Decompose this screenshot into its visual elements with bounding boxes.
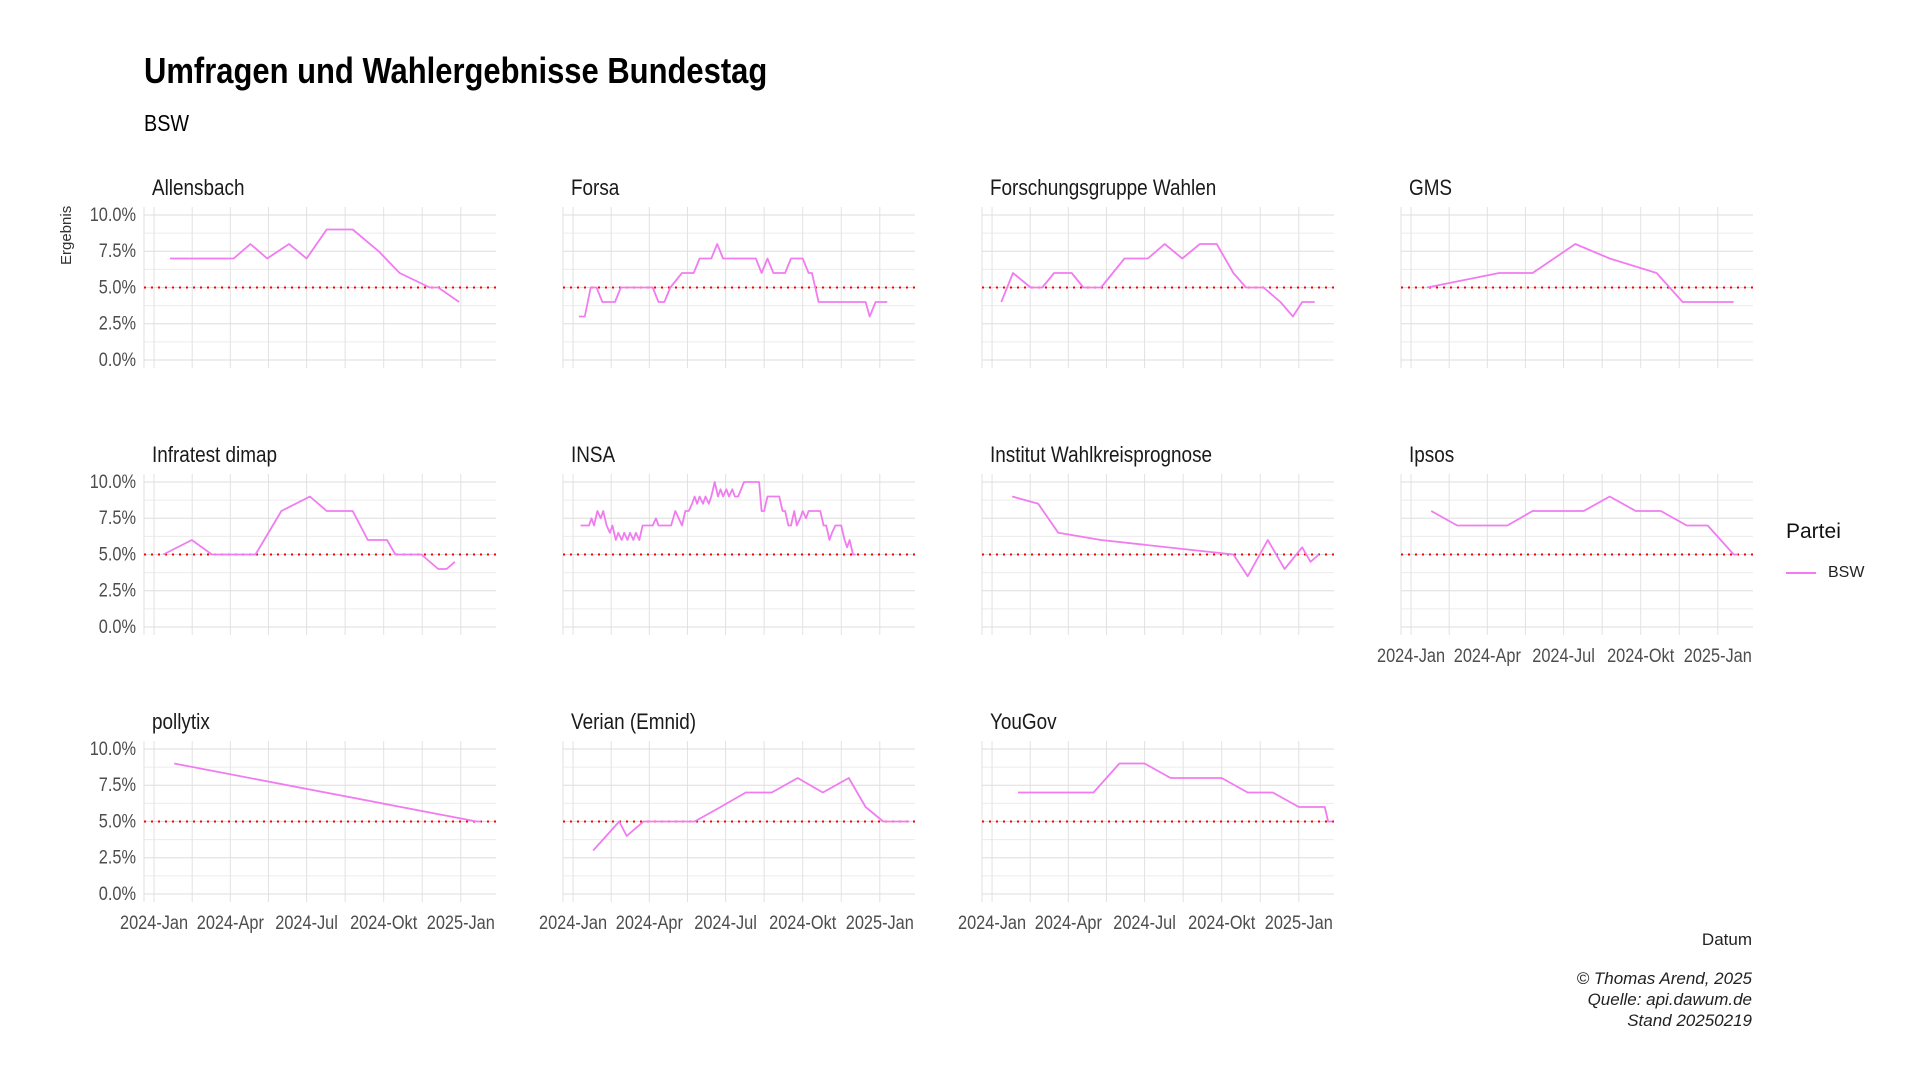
facet-title: pollytix	[152, 710, 210, 735]
caption-author: © Thomas Arend, 2025	[1576, 969, 1752, 988]
facet-title: Ipsos	[1409, 443, 1454, 468]
series-line-bsw	[592, 777, 910, 852]
y-tick-label: 2.5%	[99, 313, 136, 334]
x-tick-label: 2024-Jan	[958, 912, 1026, 933]
x-tick-label: 2024-Apr	[197, 912, 264, 933]
y-tick-label: 0.0%	[99, 616, 136, 637]
series-line-bsw	[1000, 243, 1315, 318]
x-tick-label: 2024-Jan	[1377, 645, 1445, 666]
chart-title: Umfragen und Wahlergebnisse Bundestag	[144, 50, 768, 91]
facet-title: YouGov	[990, 710, 1057, 735]
x-tick-label: 2025-Jan	[1265, 912, 1333, 933]
y-tick-label: 0.0%	[99, 349, 136, 370]
series-line-bsw	[170, 228, 460, 303]
series-line-bsw	[162, 495, 456, 570]
x-tick-label: 2024-Okt	[1188, 912, 1255, 933]
x-tick-label: 2024-Apr	[1035, 912, 1102, 933]
legend-item: BSW	[1786, 564, 1864, 582]
y-tick-label: 10.0%	[90, 738, 137, 759]
x-tick-label: 2024-Jul	[1532, 645, 1595, 666]
y-tick-label: 7.5%	[99, 774, 136, 795]
facet-title: Allensbach	[152, 176, 244, 201]
y-tick-label: 10.0%	[90, 204, 137, 225]
caption-source: Quelle: api.dawum.de	[1587, 990, 1752, 1009]
x-tick-label: 2024-Jul	[694, 912, 757, 933]
x-tick-label: 2024-Jan	[120, 912, 188, 933]
facet-title: Institut Wahlkreisprognose	[990, 443, 1212, 468]
legend-title: Partei	[1786, 520, 1841, 543]
x-axis-label: Datum	[1701, 930, 1752, 949]
x-tick-label: 2024-Jan	[539, 912, 607, 933]
facet-title: Forsa	[571, 176, 620, 201]
caption: © Thomas Arend, 2025 Quelle: api.dawum.d…	[1577, 968, 1752, 1031]
legend: Partei BSW	[1786, 520, 1864, 582]
series-line-bsw	[578, 243, 888, 318]
facet-title: GMS	[1409, 176, 1452, 201]
y-tick-label: 2.5%	[99, 580, 136, 601]
x-tick-label: 2024-Apr	[1454, 645, 1521, 666]
series-line-bsw	[580, 481, 856, 556]
y-tick-label: 10.0%	[90, 471, 137, 492]
y-tick-label: 5.0%	[99, 543, 136, 564]
legend-label: BSW	[1828, 564, 1865, 581]
y-tick-label: 5.0%	[99, 810, 136, 831]
facet-title: Infratest dimap	[152, 443, 277, 468]
chart-subtitle: BSW	[144, 110, 190, 136]
y-tick-label: 7.5%	[99, 240, 136, 261]
series-line-bsw	[1018, 762, 1333, 823]
x-tick-label: 2024-Jul	[275, 912, 338, 933]
series-line-bsw	[174, 762, 481, 823]
facet-title: INSA	[571, 443, 615, 468]
series-line-bsw	[1426, 243, 1734, 303]
facet-title: Verian (Emnid)	[571, 710, 696, 735]
x-tick-label: 2025-Jan	[1684, 645, 1752, 666]
x-tick-label: 2025-Jan	[427, 912, 495, 933]
caption-date: Stand 20250219	[1627, 1011, 1752, 1030]
x-tick-label: 2025-Jan	[846, 912, 914, 933]
facet-title: Forschungsgruppe Wahlen	[990, 176, 1216, 201]
x-tick-label: 2024-Jul	[1113, 912, 1176, 933]
legend-key	[1786, 572, 1816, 574]
x-tick-label: 2024-Apr	[616, 912, 683, 933]
y-tick-label: 2.5%	[99, 847, 136, 868]
series-line-bsw	[1011, 495, 1320, 578]
x-tick-label: 2024-Okt	[769, 912, 836, 933]
y-tick-label: 7.5%	[99, 507, 136, 528]
y-tick-label: 0.0%	[99, 883, 136, 904]
x-tick-label: 2024-Okt	[1607, 645, 1674, 666]
series-line-bsw	[1430, 495, 1738, 556]
x-tick-label: 2024-Okt	[350, 912, 417, 933]
y-tick-label: 5.0%	[99, 276, 136, 297]
